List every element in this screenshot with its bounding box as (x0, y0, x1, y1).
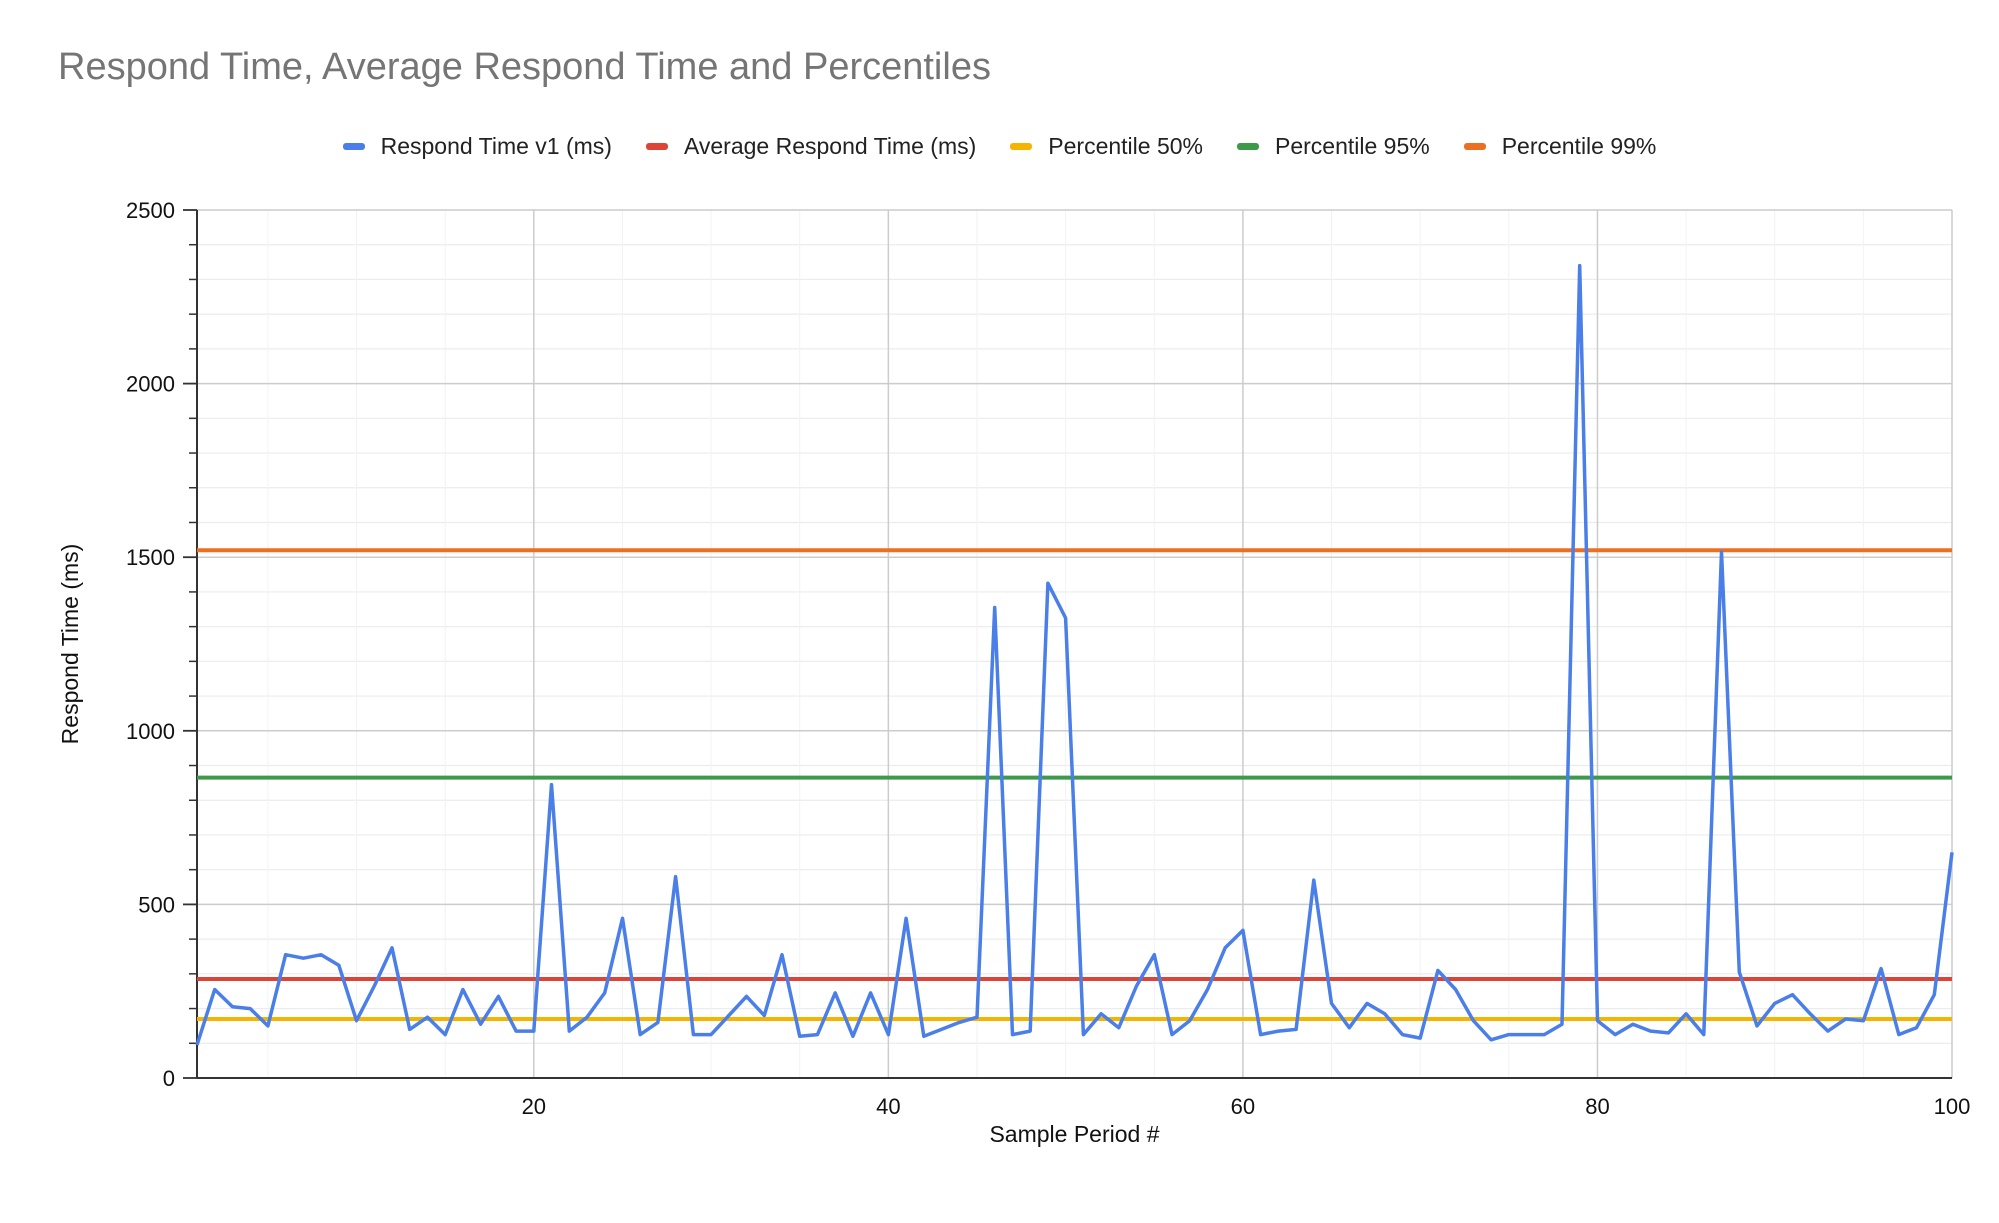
legend-label-respond-time: Respond Time v1 (ms) (380, 132, 612, 159)
series-respond-time-line (195, 263, 1954, 1046)
y-axis-label: Respond Time (ms) (57, 544, 83, 745)
legend-label-p99: Percentile 99% (1501, 132, 1657, 159)
legend-label-p50: Percentile 50% (1048, 132, 1203, 159)
major-gridlines (197, 209, 1953, 1078)
legend-swatch-p95 (1236, 142, 1259, 150)
legend-item-p50[interactable]: Percentile 50% (1010, 133, 1203, 160)
y-tick-label: 2500 (126, 198, 175, 223)
axes (196, 210, 1952, 1079)
y-tick-label: 1000 (126, 719, 175, 744)
legend: Respond Time v1 (ms) Average Respond Tim… (0, 128, 1999, 164)
legend-item-p95[interactable]: Percentile 95% (1236, 132, 1430, 160)
x-tick-label: 60 (1231, 1094, 1255, 1119)
y-tick-label: 2000 (126, 372, 175, 397)
x-axis-ticks: 20 40 60 80 100 (522, 1094, 1971, 1119)
y-axis-ticks: 0 500 1000 1500 2000 2500 (126, 198, 197, 1091)
chart-title: Respond Time, Average Respond Time and P… (58, 46, 991, 88)
x-axis-label: Sample Period # (989, 1121, 1159, 1147)
legend-item-p99[interactable]: Percentile 99% (1463, 132, 1657, 160)
y-tick-label: 1500 (126, 545, 175, 570)
legend-swatch-p50 (1010, 142, 1033, 150)
legend-swatch-average (645, 142, 668, 150)
x-tick-label: 100 (1934, 1094, 1971, 1119)
legend-swatch-respond-time (342, 142, 365, 150)
x-tick-label: 80 (1585, 1094, 1609, 1119)
legend-swatch-p99 (1463, 142, 1486, 150)
y-tick-label: 500 (138, 892, 175, 917)
y-tick-label: 0 (163, 1066, 175, 1091)
x-tick-label: 20 (522, 1094, 546, 1119)
legend-label-average: Average Respond Time (ms) (683, 132, 977, 159)
series-lines (195, 263, 1954, 1046)
legend-label-p95: Percentile 95% (1274, 132, 1430, 159)
x-tick-label: 40 (876, 1094, 900, 1119)
legend-item-respond-time[interactable]: Respond Time v1 (ms) (342, 132, 612, 160)
minor-gridlines (197, 210, 1952, 1078)
legend-item-average[interactable]: Average Respond Time (ms) (645, 132, 977, 160)
